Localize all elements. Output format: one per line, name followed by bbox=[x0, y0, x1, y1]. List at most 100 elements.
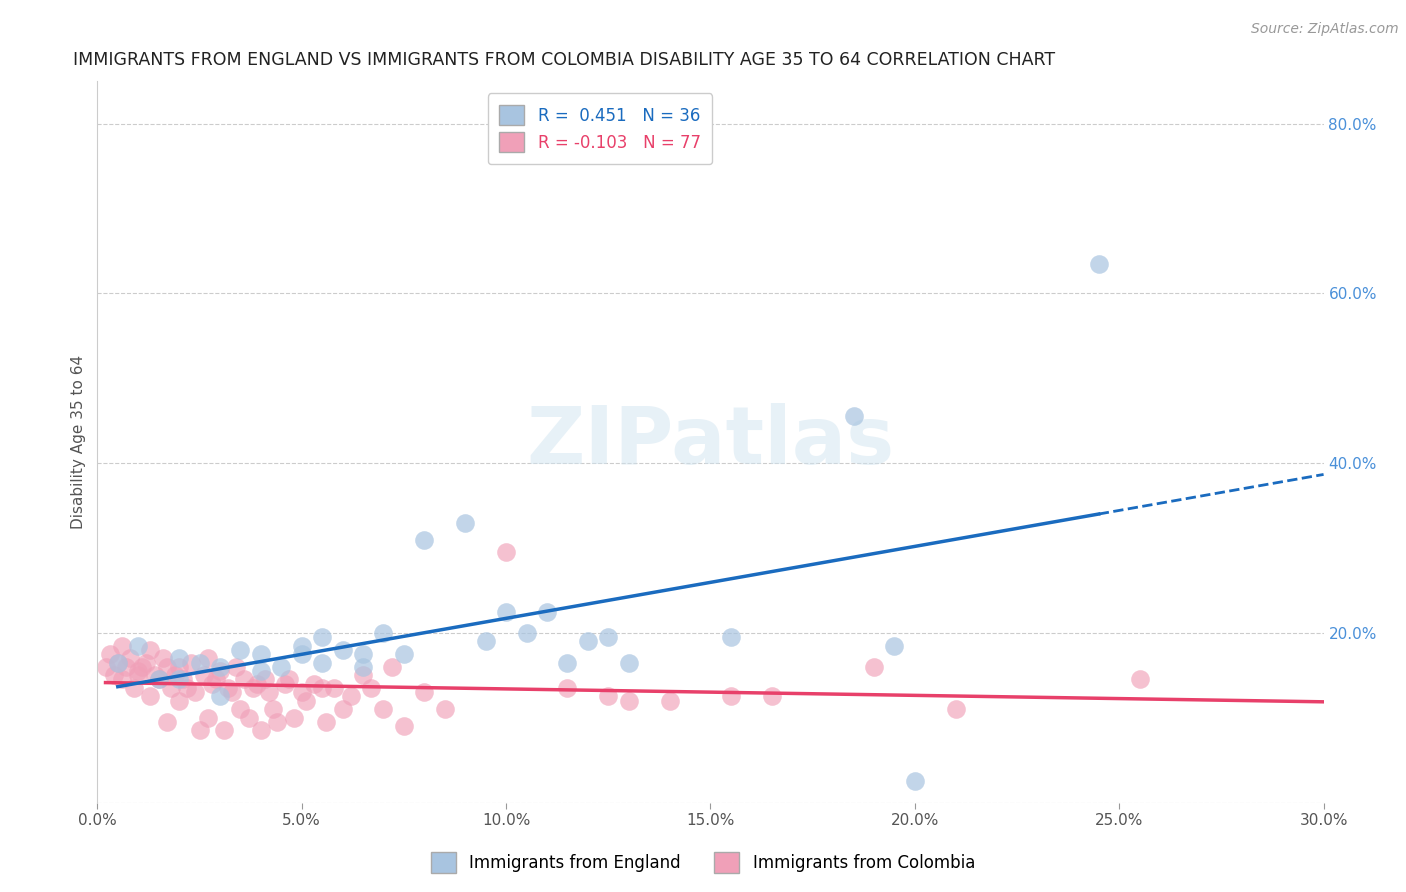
Point bbox=[323, 681, 346, 695]
Point bbox=[94, 660, 117, 674]
Point bbox=[311, 630, 333, 644]
Point bbox=[863, 660, 886, 674]
Point bbox=[291, 639, 314, 653]
Point bbox=[413, 533, 436, 547]
Point bbox=[188, 656, 211, 670]
Y-axis label: Disability Age 35 to 64: Disability Age 35 to 64 bbox=[72, 355, 86, 529]
Point bbox=[103, 668, 125, 682]
Point bbox=[904, 774, 927, 789]
Point bbox=[238, 711, 260, 725]
Point bbox=[360, 681, 382, 695]
Point bbox=[381, 660, 404, 674]
Point bbox=[143, 668, 166, 682]
Point bbox=[352, 660, 374, 674]
Point bbox=[283, 711, 305, 725]
Point bbox=[205, 673, 228, 687]
Point bbox=[152, 651, 174, 665]
Point bbox=[212, 723, 235, 738]
Point bbox=[257, 685, 280, 699]
Point bbox=[392, 719, 415, 733]
Point bbox=[242, 681, 264, 695]
Point bbox=[208, 664, 231, 678]
Point bbox=[160, 681, 183, 695]
Point bbox=[127, 639, 149, 653]
Point bbox=[373, 702, 395, 716]
Point bbox=[188, 723, 211, 738]
Point bbox=[229, 642, 252, 657]
Point bbox=[557, 681, 579, 695]
Point bbox=[1087, 257, 1109, 271]
Point bbox=[148, 673, 170, 687]
Point bbox=[311, 656, 333, 670]
Point bbox=[197, 711, 219, 725]
Point bbox=[98, 647, 121, 661]
Legend: R =  0.451   N = 36, R = -0.103   N = 77: R = 0.451 N = 36, R = -0.103 N = 77 bbox=[488, 94, 713, 164]
Point bbox=[291, 685, 314, 699]
Point bbox=[413, 685, 436, 699]
Point bbox=[278, 673, 301, 687]
Point bbox=[311, 681, 333, 695]
Point bbox=[842, 409, 865, 424]
Point bbox=[250, 647, 273, 661]
Point bbox=[945, 702, 967, 716]
Point bbox=[208, 690, 231, 704]
Legend: Immigrants from England, Immigrants from Colombia: Immigrants from England, Immigrants from… bbox=[425, 846, 981, 880]
Point bbox=[433, 702, 456, 716]
Point bbox=[167, 660, 190, 674]
Point bbox=[270, 660, 292, 674]
Point bbox=[576, 634, 599, 648]
Point bbox=[536, 605, 558, 619]
Point bbox=[127, 664, 149, 678]
Point bbox=[262, 702, 284, 716]
Point bbox=[233, 673, 256, 687]
Point bbox=[598, 690, 620, 704]
Point bbox=[598, 630, 620, 644]
Point bbox=[557, 656, 579, 670]
Point bbox=[253, 673, 276, 687]
Point bbox=[246, 677, 269, 691]
Point bbox=[291, 647, 314, 661]
Point bbox=[221, 685, 243, 699]
Point bbox=[761, 690, 783, 704]
Point bbox=[122, 681, 145, 695]
Point bbox=[118, 651, 141, 665]
Point bbox=[332, 702, 354, 716]
Point bbox=[617, 694, 640, 708]
Point bbox=[217, 681, 239, 695]
Point bbox=[720, 690, 742, 704]
Point bbox=[167, 694, 190, 708]
Point bbox=[176, 681, 198, 695]
Point bbox=[135, 656, 157, 670]
Point bbox=[131, 660, 153, 674]
Point bbox=[163, 668, 186, 682]
Point bbox=[720, 630, 742, 644]
Point bbox=[352, 647, 374, 661]
Point bbox=[883, 639, 905, 653]
Point bbox=[156, 714, 179, 729]
Point bbox=[250, 723, 273, 738]
Point bbox=[201, 677, 224, 691]
Point bbox=[139, 642, 162, 657]
Point bbox=[111, 639, 134, 653]
Point bbox=[115, 660, 138, 674]
Point bbox=[193, 668, 215, 682]
Point bbox=[266, 714, 288, 729]
Point bbox=[139, 690, 162, 704]
Point bbox=[474, 634, 496, 648]
Point bbox=[111, 673, 134, 687]
Point bbox=[225, 660, 247, 674]
Point bbox=[315, 714, 337, 729]
Point bbox=[295, 694, 318, 708]
Point bbox=[197, 651, 219, 665]
Point bbox=[302, 677, 325, 691]
Point bbox=[148, 673, 170, 687]
Point bbox=[495, 605, 517, 619]
Point bbox=[617, 656, 640, 670]
Point bbox=[495, 545, 517, 559]
Text: Source: ZipAtlas.com: Source: ZipAtlas.com bbox=[1251, 22, 1399, 37]
Point bbox=[454, 516, 477, 530]
Point bbox=[250, 664, 273, 678]
Point bbox=[339, 690, 361, 704]
Point bbox=[658, 694, 681, 708]
Point bbox=[208, 660, 231, 674]
